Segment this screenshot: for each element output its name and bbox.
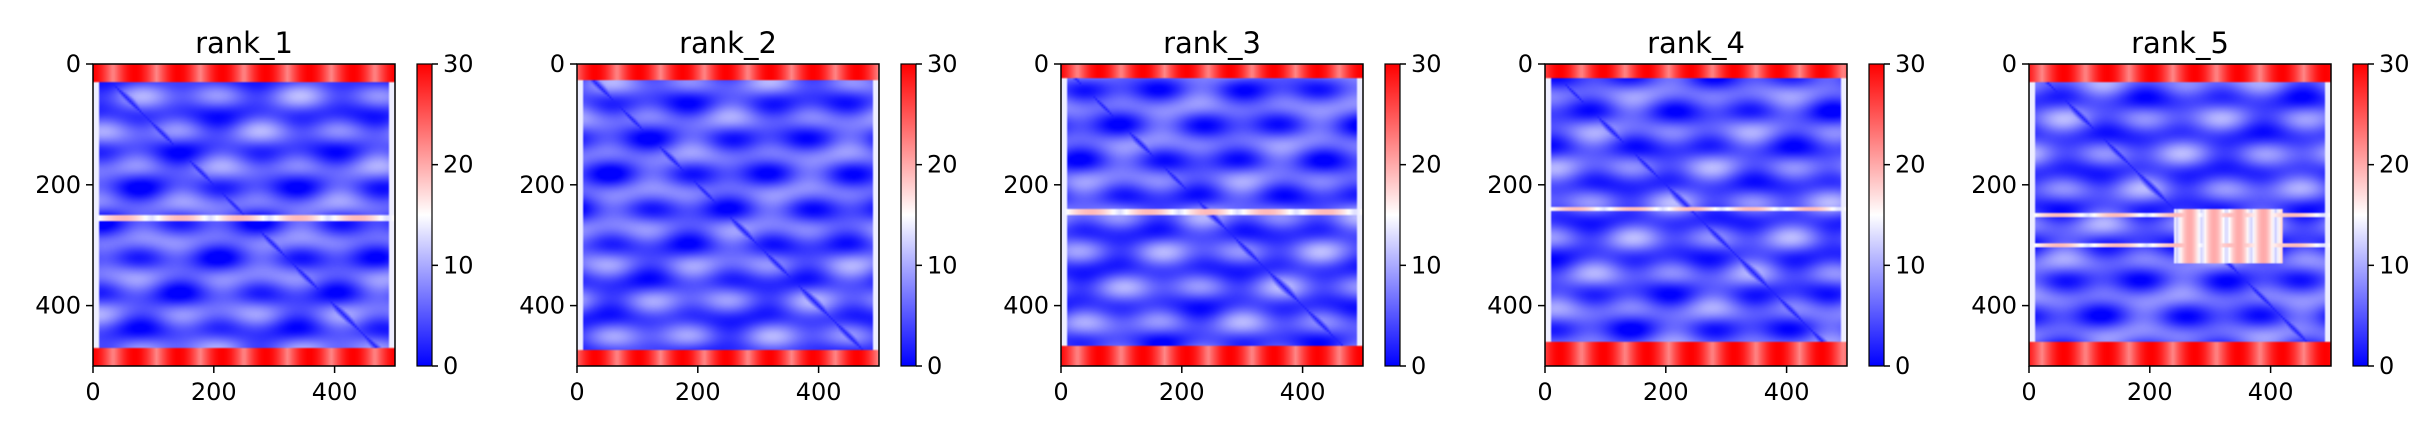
y-tick-label: 200 xyxy=(1971,171,2017,199)
colorbar-tick-label: 30 xyxy=(443,50,474,78)
colorbar-tick-label: 30 xyxy=(2379,50,2410,78)
colorbar xyxy=(900,63,917,367)
colorbar xyxy=(1868,63,1885,367)
x-tick-label: 400 xyxy=(796,378,842,406)
x-tick-label: 400 xyxy=(1280,378,1326,406)
panel-title: rank_4 xyxy=(1647,26,1745,60)
panel-title: rank_1 xyxy=(195,26,293,60)
colorbar-tick-label: 20 xyxy=(1411,151,1442,179)
heatmap-image xyxy=(2029,64,2331,366)
y-tick-label: 200 xyxy=(1003,171,1049,199)
colorbar-tick-label: 10 xyxy=(1895,251,1926,279)
x-tick-label: 200 xyxy=(2127,378,2173,406)
axes-frame xyxy=(1544,63,1848,367)
x-tick-label: 0 xyxy=(569,378,584,406)
x-tick-label: 200 xyxy=(191,378,237,406)
axes-frame xyxy=(1060,63,1364,367)
y-tick-label: 0 xyxy=(1518,50,1533,78)
panel-1: rank_1 0 200 400 0 200 400 0 10 20 30 xyxy=(35,26,473,406)
panel-3: rank_3 0 200 400 0 200 400 0 10 20 30 xyxy=(1003,26,1441,406)
colorbar xyxy=(416,63,433,367)
y-tick-label: 0 xyxy=(2002,50,2017,78)
x-tick-label: 0 xyxy=(85,378,100,406)
y-tick-label: 200 xyxy=(519,171,565,199)
panel-title: rank_5 xyxy=(2131,26,2229,60)
y-tick-label: 400 xyxy=(1487,292,1533,320)
colorbar-tick-label: 10 xyxy=(2379,251,2410,279)
x-tick-label: 0 xyxy=(1053,378,1068,406)
panel-title: rank_3 xyxy=(1163,26,1261,60)
x-tick-label: 200 xyxy=(1159,378,1205,406)
y-tick-label: 0 xyxy=(66,50,81,78)
x-tick-label: 0 xyxy=(1537,378,1552,406)
colorbar-tick-label: 30 xyxy=(1411,50,1442,78)
axes-frame xyxy=(576,63,880,367)
colorbar-tick-label: 0 xyxy=(443,352,458,380)
y-tick-label: 200 xyxy=(35,171,81,199)
panel-title: rank_2 xyxy=(679,26,777,60)
colorbar-tick-label: 30 xyxy=(1895,50,1926,78)
colorbar-tick-label: 20 xyxy=(927,151,958,179)
heatmap-image xyxy=(1061,64,1363,366)
y-tick-label: 400 xyxy=(1971,292,2017,320)
panel-2: rank_2 0 200 400 0 200 400 0 10 20 30 xyxy=(519,26,957,406)
x-tick-label: 200 xyxy=(675,378,721,406)
heatmap-image xyxy=(577,64,879,366)
axes-frame xyxy=(92,63,396,367)
heatmap-image xyxy=(1545,64,1847,366)
x-tick-label: 400 xyxy=(2248,378,2294,406)
y-tick-label: 200 xyxy=(1487,171,1533,199)
colorbar xyxy=(1384,63,1401,367)
y-tick-label: 400 xyxy=(35,292,81,320)
x-tick-label: 400 xyxy=(312,378,358,406)
colorbar xyxy=(2352,63,2369,367)
colorbar-tick-label: 0 xyxy=(2379,352,2394,380)
colorbar-tick-label: 30 xyxy=(927,50,958,78)
y-tick-label: 400 xyxy=(1003,292,1049,320)
colorbar-tick-label: 20 xyxy=(2379,151,2410,179)
panel-5: rank_5 0 200 400 0 200 400 0 10 20 30 xyxy=(1971,26,2409,406)
y-tick-label: 0 xyxy=(550,50,565,78)
y-tick-label: 400 xyxy=(519,292,565,320)
colorbar-tick-label: 10 xyxy=(443,251,474,279)
heatmap-image xyxy=(93,64,395,366)
colorbar-tick-label: 0 xyxy=(1411,352,1426,380)
x-tick-label: 200 xyxy=(1643,378,1689,406)
x-tick-label: 0 xyxy=(2021,378,2036,406)
colorbar-tick-label: 20 xyxy=(443,151,474,179)
y-tick-label: 0 xyxy=(1034,50,1049,78)
colorbar-tick-label: 10 xyxy=(1411,251,1442,279)
colorbar-tick-label: 0 xyxy=(927,352,942,380)
axes-frame xyxy=(2028,63,2332,367)
colorbar-tick-label: 0 xyxy=(1895,352,1910,380)
panel-4: rank_4 0 200 400 0 200 400 0 10 20 30 xyxy=(1487,26,1925,406)
colorbar-tick-label: 10 xyxy=(927,251,958,279)
x-tick-label: 400 xyxy=(1764,378,1810,406)
colorbar-tick-label: 20 xyxy=(1895,151,1926,179)
